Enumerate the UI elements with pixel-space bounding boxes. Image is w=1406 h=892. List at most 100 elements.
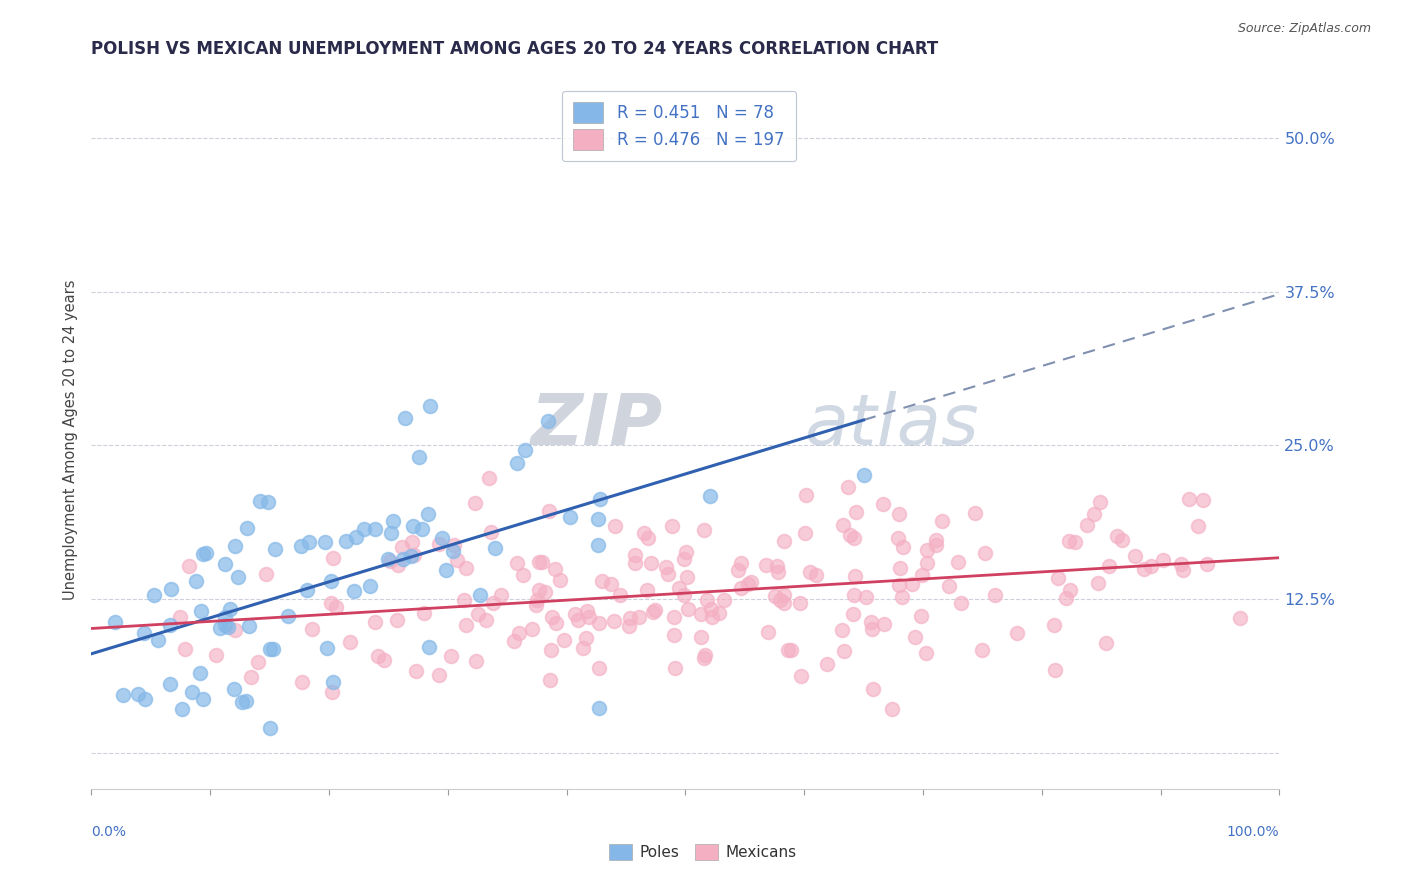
Point bbox=[226, 570, 249, 584]
Point bbox=[520, 623, 543, 637]
Text: Source: ZipAtlas.com: Source: ZipAtlas.com bbox=[1237, 22, 1371, 36]
Point bbox=[575, 631, 598, 645]
Text: POLISH VS MEXICAN UNEMPLOYMENT AMONG AGES 20 TO 24 YEARS CORRELATION CHART: POLISH VS MEXICAN UNEMPLOYMENT AMONG AGE… bbox=[91, 40, 939, 58]
Point bbox=[404, 548, 426, 562]
Legend: R = 0.451   N = 78, R = 0.476   N = 197: R = 0.451 N = 78, R = 0.476 N = 197 bbox=[562, 90, 796, 161]
Point bbox=[1083, 507, 1105, 521]
Point bbox=[391, 551, 413, 566]
Point bbox=[236, 521, 259, 535]
Point bbox=[512, 568, 534, 582]
Point bbox=[474, 613, 496, 627]
Point bbox=[399, 549, 422, 564]
Point bbox=[529, 583, 551, 598]
Legend: Poles, Mexicans: Poles, Mexicans bbox=[603, 838, 803, 866]
Point bbox=[700, 602, 723, 616]
Point bbox=[506, 557, 529, 571]
Point bbox=[440, 648, 463, 663]
Point bbox=[111, 688, 134, 702]
Point bbox=[235, 693, 257, 707]
Point bbox=[948, 555, 970, 569]
Point bbox=[668, 582, 690, 596]
Point bbox=[794, 488, 817, 502]
Point bbox=[218, 602, 240, 616]
Point bbox=[378, 554, 401, 568]
Point bbox=[394, 410, 416, 425]
Point bbox=[872, 617, 894, 632]
Point bbox=[845, 505, 868, 519]
Point bbox=[564, 607, 586, 621]
Point bbox=[314, 535, 336, 549]
Point bbox=[159, 618, 181, 632]
Point bbox=[222, 682, 245, 697]
Point bbox=[903, 630, 925, 644]
Point bbox=[1087, 576, 1109, 591]
Point bbox=[259, 641, 281, 656]
Point bbox=[799, 565, 821, 579]
Point bbox=[693, 523, 716, 537]
Point bbox=[224, 540, 246, 554]
Point bbox=[713, 592, 735, 607]
Point bbox=[160, 582, 183, 596]
Point bbox=[707, 607, 730, 621]
Point bbox=[973, 545, 995, 559]
Point bbox=[773, 588, 796, 602]
Point bbox=[538, 673, 561, 687]
Point bbox=[806, 568, 828, 582]
Point bbox=[1076, 518, 1098, 533]
Point bbox=[217, 620, 239, 634]
Point bbox=[588, 616, 610, 631]
Point bbox=[588, 491, 610, 506]
Point bbox=[1047, 570, 1070, 584]
Point bbox=[427, 667, 450, 681]
Point bbox=[730, 582, 752, 596]
Point bbox=[257, 494, 280, 508]
Point bbox=[478, 471, 501, 485]
Point bbox=[190, 604, 212, 618]
Point bbox=[174, 641, 197, 656]
Point bbox=[619, 611, 641, 625]
Point bbox=[578, 610, 600, 624]
Point bbox=[914, 646, 936, 660]
Point bbox=[950, 596, 973, 610]
Point bbox=[591, 574, 613, 588]
Point bbox=[401, 534, 423, 549]
Point bbox=[456, 617, 478, 632]
Point bbox=[637, 531, 659, 545]
Point bbox=[768, 565, 790, 579]
Point bbox=[205, 648, 228, 662]
Point bbox=[181, 684, 204, 698]
Point bbox=[193, 547, 215, 561]
Point bbox=[588, 701, 610, 715]
Point bbox=[259, 721, 281, 735]
Point bbox=[915, 556, 938, 570]
Point bbox=[643, 605, 665, 619]
Point bbox=[599, 576, 621, 591]
Point bbox=[538, 504, 561, 518]
Point bbox=[146, 632, 169, 647]
Point bbox=[636, 583, 658, 598]
Point bbox=[690, 630, 713, 644]
Point bbox=[177, 559, 200, 574]
Point bbox=[872, 496, 894, 510]
Point bbox=[662, 610, 685, 624]
Point bbox=[387, 558, 409, 572]
Point bbox=[852, 468, 875, 483]
Point bbox=[544, 562, 567, 576]
Point bbox=[1187, 519, 1209, 533]
Point bbox=[453, 593, 475, 607]
Text: atlas: atlas bbox=[804, 391, 979, 459]
Point bbox=[655, 560, 678, 574]
Point bbox=[335, 533, 357, 548]
Point bbox=[208, 621, 231, 635]
Point bbox=[931, 514, 953, 528]
Point bbox=[768, 592, 790, 607]
Point bbox=[737, 577, 759, 591]
Point bbox=[319, 574, 342, 589]
Point bbox=[353, 522, 375, 536]
Point bbox=[862, 682, 884, 697]
Point bbox=[603, 518, 626, 533]
Point bbox=[844, 588, 866, 602]
Text: 100.0%: 100.0% bbox=[1227, 825, 1279, 839]
Point bbox=[938, 579, 960, 593]
Point bbox=[277, 609, 299, 624]
